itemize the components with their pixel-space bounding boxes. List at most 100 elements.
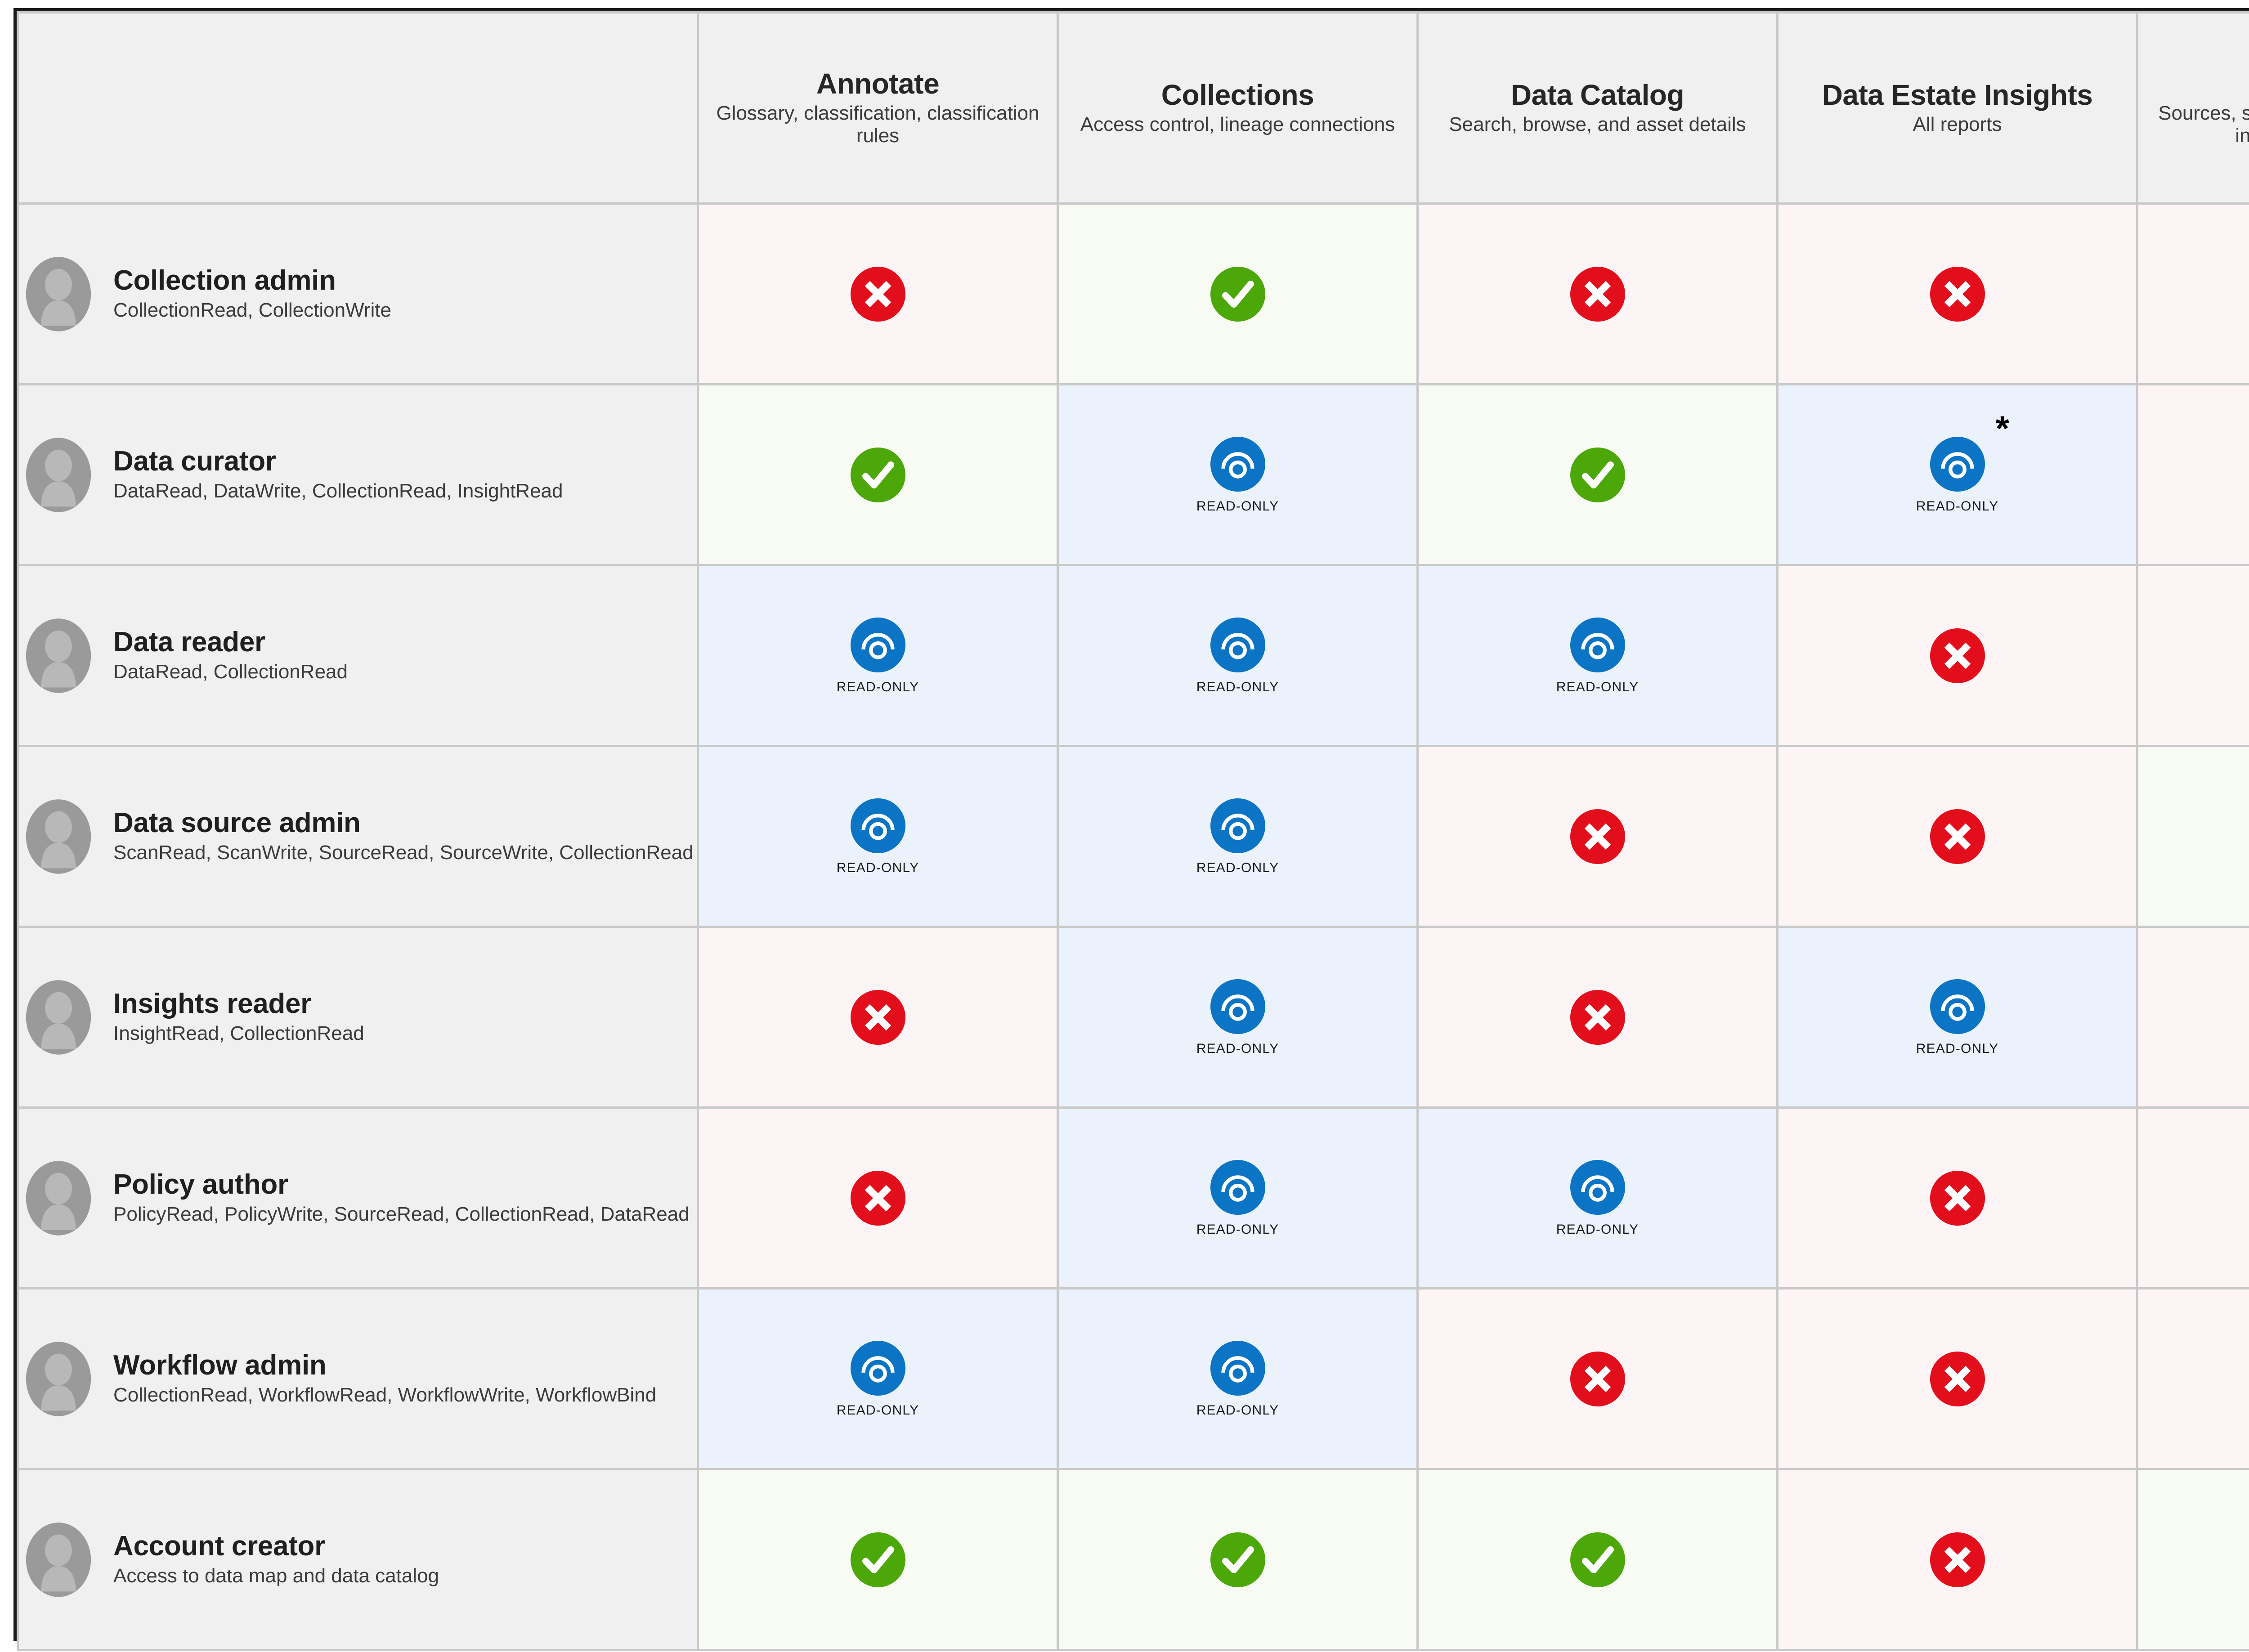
avatar — [19, 616, 98, 695]
table-header: Annotate Glossary, classification, classi… — [17, 11, 2249, 205]
table-body: Collection admin CollectionRead, Collecti… — [17, 202, 2249, 1651]
role-name: Insights reader — [113, 988, 311, 1019]
eye-readonly-icon — [1210, 1160, 1265, 1215]
status-badge — [850, 797, 906, 854]
cell-status-allowed — [697, 1468, 1059, 1651]
cell-status-denied — [2136, 202, 2249, 385]
person-avatar-icon — [26, 256, 91, 331]
status-badge — [1569, 808, 1626, 865]
cell-status-denied — [2136, 564, 2249, 747]
cell-status-denied — [1776, 564, 2138, 747]
status-badge — [1569, 447, 1626, 503]
column-header-title: Annotate — [816, 67, 940, 100]
role-cell: Workflow admin CollectionRead, WorkflowRe… — [17, 1287, 699, 1470]
cell-status-readonly: READ-ONLY — [1057, 1106, 1419, 1289]
cross-circle-icon — [850, 989, 905, 1045]
cell-status-denied — [1416, 1287, 1779, 1470]
status-badge — [850, 1531, 906, 1588]
cross-circle-icon — [1930, 266, 1985, 322]
avatar — [19, 1159, 98, 1238]
footnote-marker: * — [1995, 408, 2009, 448]
status-badge — [1210, 1159, 1266, 1216]
column-header-data-catalog: Data Catalog Search, browse, and asset de… — [1416, 11, 1779, 205]
eye-readonly-icon — [1210, 436, 1265, 492]
check-circle-icon — [850, 447, 905, 502]
readonly-label: READ-ONLY — [836, 679, 919, 694]
role-name: Collection admin — [113, 264, 336, 296]
readonly-label: READ-ONLY — [1196, 679, 1279, 694]
cross-circle-icon — [1930, 1532, 1985, 1587]
eye-readonly-icon — [1210, 979, 1265, 1034]
status-badge — [1210, 266, 1266, 322]
avatar — [19, 1520, 98, 1599]
column-header-subtitle: Access control, lineage connections — [1080, 113, 1395, 135]
cell-status-allowed — [2136, 1468, 2249, 1651]
person-avatar-icon — [26, 980, 91, 1055]
cross-circle-icon — [1570, 266, 1625, 322]
role-cell: Account creator Access to data map and da… — [17, 1468, 699, 1651]
avatar — [19, 797, 98, 876]
role-cell: Data reader DataRead, CollectionRead — [17, 564, 699, 747]
role-name: Account creator — [113, 1530, 325, 1562]
role-permissions: DataRead, CollectionRead — [113, 660, 348, 683]
status-badge — [1210, 1340, 1266, 1397]
role-name: Data source admin — [113, 807, 361, 838]
eye-readonly-icon — [850, 617, 905, 672]
readonly-label: READ-ONLY — [1556, 679, 1639, 694]
cell-status-denied — [1776, 1106, 2138, 1289]
status-badge — [850, 989, 906, 1046]
cell-status-denied — [1416, 926, 1779, 1109]
role-permissions: Access to data map and data catalog — [113, 1564, 439, 1587]
cell-status-readonly: READ-ONLY — [1416, 564, 1779, 747]
readonly-label: READ-ONLY — [1916, 1041, 1999, 1056]
status-badge: * — [1929, 411, 2009, 492]
header-corner-cell — [17, 11, 699, 205]
readonly-label: READ-ONLY — [1196, 860, 1279, 875]
cell-status-readonly: READ-ONLY — [1057, 926, 1419, 1109]
cell-status-readonly: READ-ONLY — [697, 1287, 1059, 1470]
role-cell: Data curator DataRead, DataWrite, Collect… — [17, 383, 699, 566]
cell-status-allowed — [1057, 1468, 1419, 1651]
table-row: Collection admin CollectionRead, Collecti… — [17, 202, 2249, 385]
column-header-collections: Collections Access control, lineage conne… — [1057, 11, 1419, 205]
status-badge — [1569, 1351, 1626, 1407]
status-badge — [1929, 266, 1986, 322]
cell-status-allowed — [697, 383, 1059, 566]
status-badge — [850, 447, 906, 503]
cross-circle-icon — [1570, 809, 1625, 864]
role-name: Data curator — [113, 445, 276, 477]
eye-readonly-icon — [1930, 979, 1985, 1034]
status-badge — [1210, 617, 1266, 673]
cell-status-readonly: READ-ONLY — [1776, 926, 2138, 1109]
table-row: Insights reader InsightRead, CollectionRe… — [17, 926, 2249, 1109]
status-badge — [850, 266, 906, 322]
header-row: Annotate Glossary, classification, classi… — [17, 11, 2249, 205]
cell-status-denied — [2136, 1287, 2249, 1470]
cell-status-denied — [1416, 745, 1779, 928]
status-badge — [850, 617, 906, 673]
table-row: Data reader DataRead, CollectionRead READ-… — [17, 564, 2249, 747]
cell-status-denied — [1776, 202, 2138, 385]
table-row: Account creator Access to data map and da… — [17, 1468, 2249, 1651]
status-badge — [1569, 1531, 1626, 1588]
cross-circle-icon — [1570, 1351, 1625, 1406]
cross-circle-icon — [850, 1170, 905, 1226]
cell-status-denied — [1776, 1468, 2138, 1651]
table-row: Policy author PolicyRead, PolicyWrite, So… — [17, 1106, 2249, 1289]
check-circle-icon — [1210, 1532, 1265, 1587]
status-badge — [1569, 266, 1626, 322]
status-badge — [1210, 1531, 1266, 1588]
cell-status-denied — [1776, 745, 2138, 928]
role-permissions: CollectionRead, WorkflowRead, WorkflowWr… — [113, 1383, 657, 1406]
cell-status-denied — [697, 1106, 1059, 1289]
cross-circle-icon — [1930, 628, 1985, 683]
eye-readonly-icon — [1210, 617, 1265, 672]
role-cell: Policy author PolicyRead, PolicyWrite, So… — [17, 1106, 699, 1289]
cell-status-denied — [2136, 926, 2249, 1109]
cross-circle-icon — [1930, 1170, 1985, 1226]
column-header-data-estate-insights: Data Estate Insights All reports — [1776, 11, 2138, 205]
status-badge — [1929, 1351, 1986, 1407]
status-badge — [1210, 436, 1266, 492]
eye-readonly-icon — [850, 798, 905, 853]
check-circle-icon — [1570, 447, 1625, 502]
